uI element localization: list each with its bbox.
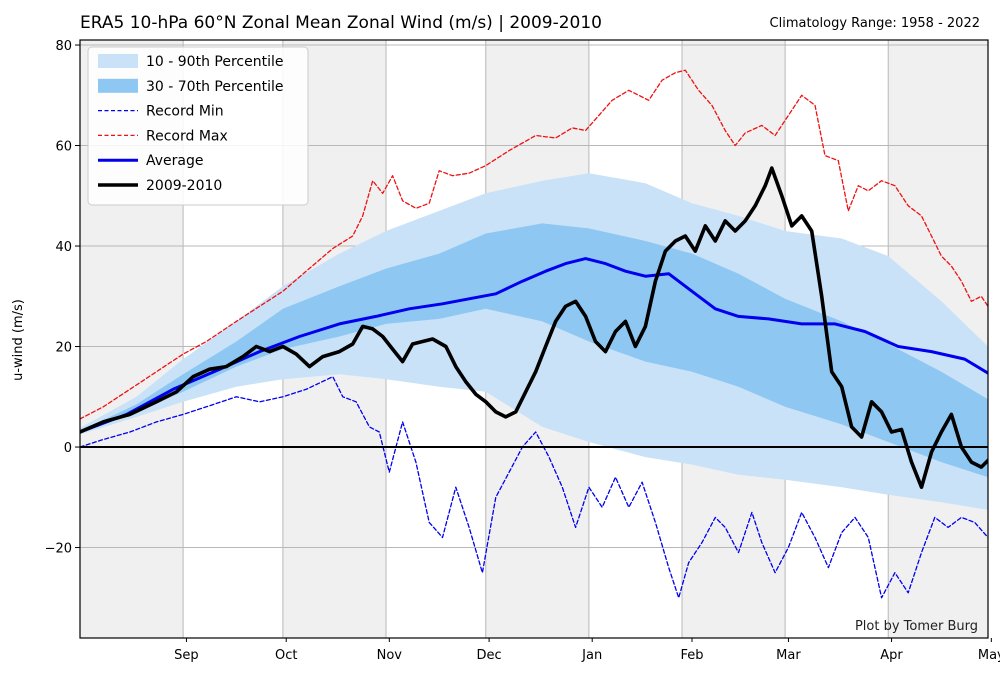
x-tick-label-0: Sep	[174, 648, 199, 663]
legend-box	[87, 46, 309, 206]
x-tick-label-4: Jan	[581, 648, 602, 663]
legend-label-0: 10 - 90th Percentile	[146, 54, 283, 70]
legend-swatch-0	[98, 54, 138, 68]
y-tick-label-5: 80	[55, 39, 72, 54]
y-tick-label-3: 40	[55, 240, 72, 255]
x-tick-label-5: Feb	[680, 648, 703, 663]
x-tick-label-1: Oct	[275, 648, 297, 663]
y-tick-label-2: 20	[55, 341, 72, 356]
credit-text: Plot by Tomer Burg	[855, 619, 978, 634]
record-max-line	[80, 69, 988, 420]
legend-swatch-1	[98, 78, 138, 93]
y-tick-label-1: 0	[64, 441, 72, 456]
y-tick-label-0: −20	[45, 542, 72, 557]
plot-inner	[80, 40, 988, 638]
legend-label-3: Record Max	[146, 128, 228, 144]
legend-label-1: 30 - 70th Percentile	[146, 79, 283, 95]
chart-title: ERA5 10-hPa 60°N Zonal Mean Zonal Wind (…	[80, 13, 602, 33]
x-tick-label-8: May	[978, 648, 1000, 663]
chart-subtitle: Climatology Range: 1958 - 2022	[770, 16, 980, 31]
y-axis-label: u-wind (m/s)	[11, 299, 26, 381]
record-min-line	[80, 376, 988, 599]
axes-frame	[79, 39, 989, 639]
current-season-line	[80, 166, 988, 489]
band-10-90-percentile	[80, 173, 988, 510]
legend-label-5: 2009-2010	[146, 178, 222, 194]
legend-label-4: Average	[146, 153, 204, 169]
y-tick-label-4: 60	[55, 140, 72, 155]
plot-area: −20 0 20 40 60 80 Sep Oct Nov Dec Jan Feb Mar Apr May	[45, 39, 1000, 663]
x-tick-label-6: Mar	[776, 648, 801, 663]
band-30-70-percentile	[80, 223, 988, 478]
average-line	[80, 257, 988, 434]
legend-label-2: Record Min	[146, 104, 224, 120]
legend: 10 - 90th Percentile 30 - 70th Percentile…	[87, 46, 309, 206]
x-tick-label-2: Nov	[377, 648, 403, 663]
x-tick-label-7: Apr	[880, 648, 903, 663]
x-tick-label-3: Dec	[477, 648, 502, 663]
